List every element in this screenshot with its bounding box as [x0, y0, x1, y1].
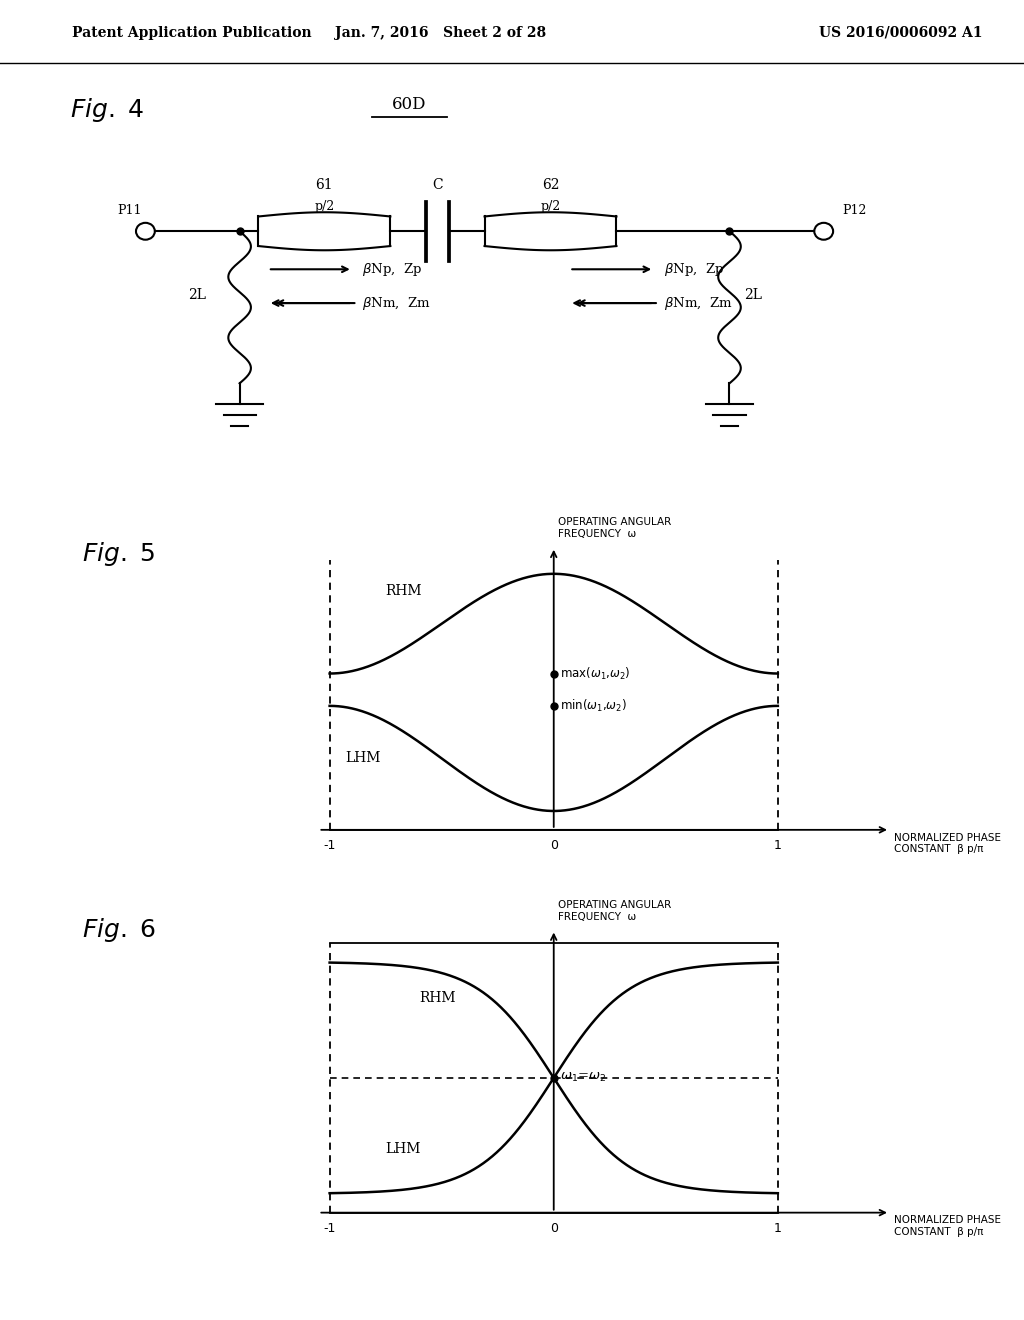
Text: p/2: p/2: [541, 201, 560, 213]
Text: RHM: RHM: [386, 585, 422, 598]
Text: $\it{Fig.}$ $\it{5}$: $\it{Fig.}$ $\it{5}$: [82, 540, 156, 568]
Text: Jan. 7, 2016   Sheet 2 of 28: Jan. 7, 2016 Sheet 2 of 28: [335, 26, 546, 40]
Text: 60D: 60D: [392, 96, 426, 114]
Text: $\beta$Nm,  Zm: $\beta$Nm, Zm: [362, 294, 431, 312]
Text: 61: 61: [315, 178, 333, 191]
Text: LHM: LHM: [386, 1142, 421, 1156]
Text: Patent Application Publication: Patent Application Publication: [72, 26, 311, 40]
Text: P12: P12: [843, 205, 867, 218]
Text: $\beta$Np,  Zp: $\beta$Np, Zp: [362, 261, 422, 277]
Text: RHM: RHM: [419, 991, 456, 1006]
Text: NORMALIZED PHASE
CONSTANT  β p/π: NORMALIZED PHASE CONSTANT β p/π: [894, 1216, 1001, 1237]
Text: 0: 0: [550, 1221, 558, 1234]
Text: max($\omega_1$,$\omega_2$): max($\omega_1$,$\omega_2$): [560, 665, 631, 681]
Text: OPERATING ANGULAR
FREQUENCY  ω: OPERATING ANGULAR FREQUENCY ω: [558, 517, 672, 539]
Text: 1: 1: [774, 838, 781, 851]
Text: US 2016/0006092 A1: US 2016/0006092 A1: [819, 26, 983, 40]
Text: 2L: 2L: [743, 288, 762, 302]
Text: $\it{Fig.}$ $\it{4}$: $\it{Fig.}$ $\it{4}$: [70, 96, 144, 124]
Text: 62: 62: [542, 178, 559, 191]
Text: $\beta$Np,  Zp: $\beta$Np, Zp: [664, 261, 724, 277]
Text: $\omega_1$=$\omega_2$: $\omega_1$=$\omega_2$: [560, 1072, 607, 1085]
Text: 2L: 2L: [187, 288, 206, 302]
Text: P11: P11: [117, 205, 141, 218]
Text: C: C: [432, 178, 442, 191]
Text: 1: 1: [774, 1221, 781, 1234]
Text: $\beta$Nm,  Zm: $\beta$Nm, Zm: [664, 294, 732, 312]
Text: OPERATING ANGULAR
FREQUENCY  ω: OPERATING ANGULAR FREQUENCY ω: [558, 900, 672, 921]
Text: $\it{Fig.}$ $\it{6}$: $\it{Fig.}$ $\it{6}$: [82, 916, 157, 944]
Text: p/2: p/2: [314, 201, 335, 213]
Text: 0: 0: [550, 838, 558, 851]
Text: -1: -1: [324, 838, 336, 851]
Text: NORMALIZED PHASE
CONSTANT  β p/π: NORMALIZED PHASE CONSTANT β p/π: [894, 833, 1001, 854]
Text: -1: -1: [324, 1221, 336, 1234]
Text: min($\omega_1$,$\omega_2$): min($\omega_1$,$\omega_2$): [560, 698, 628, 714]
Text: LHM: LHM: [345, 751, 381, 766]
